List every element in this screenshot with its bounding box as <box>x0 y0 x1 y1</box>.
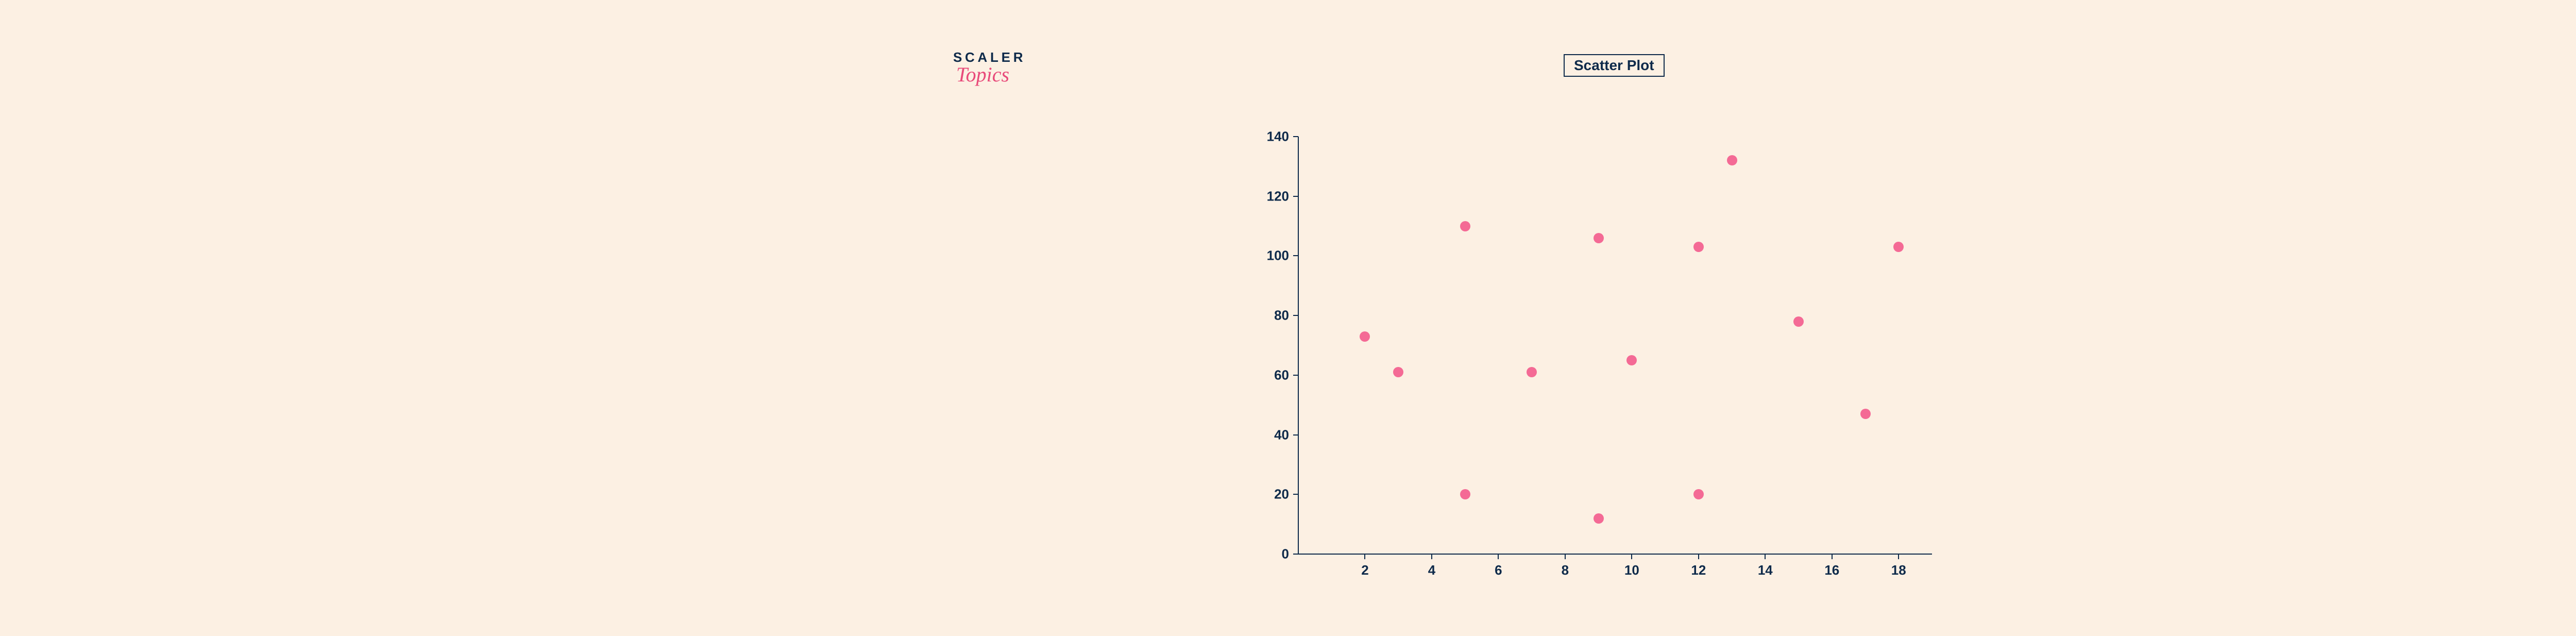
data-point <box>1360 331 1370 342</box>
x-tick-mark <box>1631 554 1632 559</box>
x-tick-mark <box>1698 554 1699 559</box>
x-tick-mark <box>1832 554 1833 559</box>
x-tick-label: 4 <box>1416 562 1447 578</box>
y-tick-mark <box>1293 375 1298 376</box>
x-tick-label: 16 <box>1817 562 1848 578</box>
y-tick-label: 140 <box>1252 129 1289 145</box>
x-tick-label: 8 <box>1550 562 1581 578</box>
data-point <box>1460 489 1470 499</box>
data-point <box>1594 513 1604 524</box>
y-tick-label: 120 <box>1252 188 1289 204</box>
data-point <box>1727 155 1737 165</box>
y-tick-mark <box>1293 315 1298 316</box>
y-tick-label: 20 <box>1252 487 1289 503</box>
data-point <box>1793 316 1804 327</box>
x-tick-label: 18 <box>1883 562 1914 578</box>
y-tick-label: 60 <box>1252 367 1289 383</box>
x-tick-label: 6 <box>1483 562 1514 578</box>
data-point <box>1460 221 1470 231</box>
x-tick-label: 12 <box>1683 562 1714 578</box>
y-tick-label: 100 <box>1252 248 1289 264</box>
data-point <box>1693 242 1704 252</box>
x-tick-mark <box>1498 554 1499 559</box>
x-tick-label: 2 <box>1349 562 1380 578</box>
y-tick-mark <box>1293 136 1298 137</box>
x-tick-mark <box>1364 554 1365 559</box>
data-point <box>1594 233 1604 243</box>
data-point <box>1893 242 1904 252</box>
scatter-chart: Scatter Plot 0 20 40 60 80 100 120 140 2 4 6 8 10 12 14… <box>0 0 2576 636</box>
y-tick-label: 0 <box>1252 546 1289 562</box>
data-point <box>1860 409 1871 419</box>
x-tick-label: 14 <box>1750 562 1781 578</box>
chart-title: Scatter Plot <box>1564 54 1665 77</box>
data-point <box>1393 367 1403 377</box>
canvas: SCALERTopicsScatter Plot0204060801001201… <box>0 0 2576 636</box>
y-tick-label: 80 <box>1252 308 1289 324</box>
x-tick-mark <box>1765 554 1766 559</box>
y-tick-mark <box>1293 554 1298 555</box>
x-tick-label: 10 <box>1616 562 1647 578</box>
y-tick-mark <box>1293 255 1298 256</box>
x-tick-mark <box>1898 554 1899 559</box>
y-tick-mark <box>1293 196 1298 197</box>
y-axis <box>1298 137 1299 554</box>
x-axis <box>1298 554 1932 555</box>
y-tick-mark <box>1293 434 1298 436</box>
y-tick-mark <box>1293 494 1298 495</box>
data-point <box>1626 355 1637 365</box>
data-point <box>1693 489 1704 499</box>
data-point <box>1527 367 1537 377</box>
y-tick-label: 40 <box>1252 427 1289 443</box>
x-tick-mark <box>1565 554 1566 559</box>
x-tick-mark <box>1431 554 1432 559</box>
